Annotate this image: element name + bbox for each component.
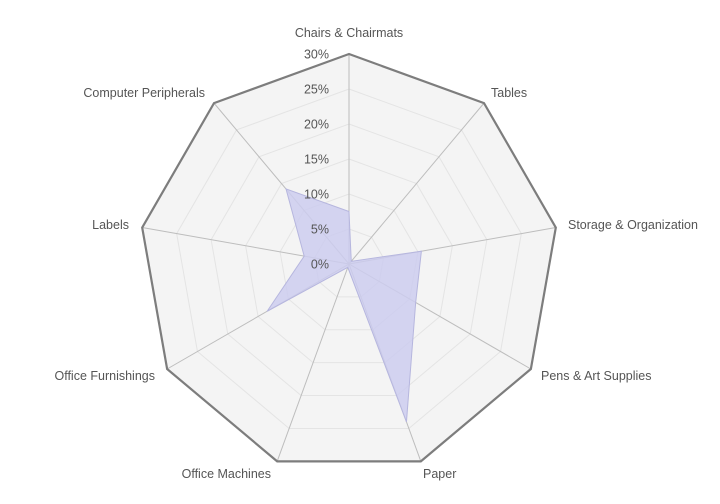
series-layer — [266, 188, 422, 423]
tick-label-0: 0% — [311, 258, 329, 272]
outer-frame-layer — [141, 52, 557, 463]
tick-label-30: 30% — [304, 48, 329, 62]
gridline-20 — [210, 123, 488, 397]
tick-label-20: 20% — [304, 118, 329, 132]
category-label-5: Office Machines — [182, 467, 271, 481]
gridline-15 — [245, 158, 453, 364]
category-label-8: Computer Peripherals — [83, 86, 205, 100]
gridline-25 — [176, 88, 522, 429]
tick-label-25: 25% — [304, 83, 329, 97]
category-label-7: Labels — [92, 218, 129, 232]
tick-label-15: 15% — [304, 153, 329, 167]
tick-label-10: 10% — [304, 188, 329, 202]
category-label-6: Office Furnishings — [54, 369, 155, 383]
spoke-5 — [276, 263, 350, 462]
tick-label-5: 5% — [311, 223, 329, 237]
outer-frame — [141, 52, 557, 463]
spoke-1 — [348, 102, 485, 265]
category-label-1: Tables — [491, 86, 527, 100]
gridline-10 — [279, 193, 419, 331]
grid-layer — [176, 88, 522, 429]
category-label-3: Pens & Art Supplies — [541, 369, 651, 383]
category-label-0: Chairs & Chairmats — [295, 26, 403, 40]
series-area-0[interactable] — [266, 188, 422, 423]
tick-label-layer: 0% 5% 10% 15% 20% 25% 30% — [304, 48, 329, 272]
axis-label-layer: Chairs & Chairmats Tables Storage & Organi… — [54, 26, 698, 481]
category-label-4: Paper — [423, 467, 456, 481]
category-label-2: Storage & Organization — [568, 218, 698, 232]
